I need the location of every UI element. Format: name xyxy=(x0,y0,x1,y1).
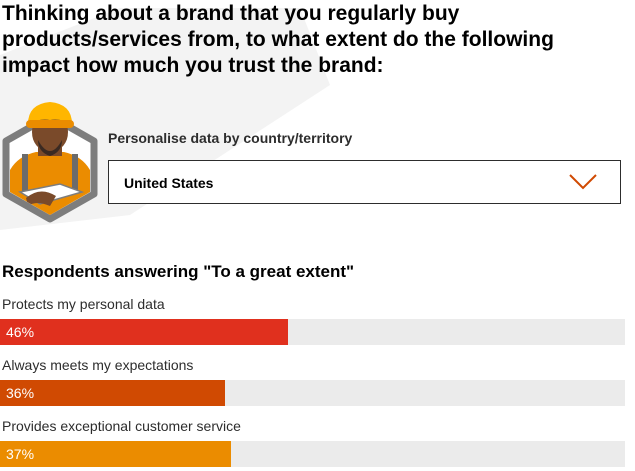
bar: 46% xyxy=(0,319,288,345)
country-dropdown[interactable]: United States xyxy=(108,160,621,204)
bar-value-label: 36% xyxy=(6,385,35,401)
bar-track: 36% xyxy=(0,380,625,406)
chart-title: Respondents answering "To a great extent… xyxy=(2,262,355,281)
bar-value-label: 37% xyxy=(6,446,35,462)
bar-category-label: Protects my personal data xyxy=(2,296,165,312)
page-title: Thinking about a brand that you regularl… xyxy=(2,2,554,77)
bar-item: Protects my personal data 46% xyxy=(0,294,625,355)
bar-track: 37% xyxy=(0,441,625,467)
bar-item: Always meets my expectations 36% xyxy=(0,355,625,416)
chevron-down-icon[interactable] xyxy=(568,173,598,191)
bar: 36% xyxy=(0,380,225,406)
bar-value-label: 46% xyxy=(6,324,35,340)
bar-item: Provides exceptional customer service 37% xyxy=(0,416,625,471)
bar-category-label: Always meets my expectations xyxy=(2,357,194,373)
bar-track: 46% xyxy=(0,319,625,345)
bar-category-label: Provides exceptional customer service xyxy=(2,418,241,434)
bar: 37% xyxy=(0,441,232,467)
personalise-label: Personalise data by country/territory xyxy=(108,130,353,146)
bar-chart: Protects my personal data 46% Always meets… xyxy=(0,294,625,471)
respondent-avatar-icon xyxy=(2,102,98,223)
country-dropdown-value: United States xyxy=(124,175,214,191)
